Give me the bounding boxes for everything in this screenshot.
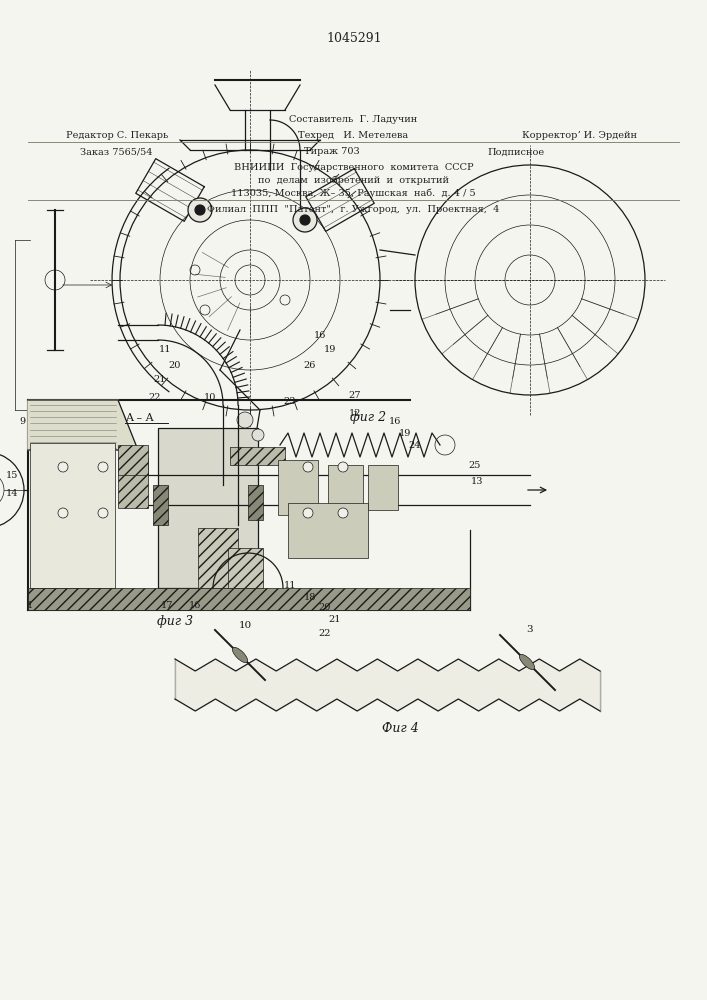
Text: по  делам  изобретений  и  открытий: по делам изобретений и открытий xyxy=(258,175,449,185)
Text: 25: 25 xyxy=(469,460,481,470)
Text: Составитель  Г. Ладучин: Составитель Г. Ладучин xyxy=(289,115,418,124)
Text: 24: 24 xyxy=(409,442,421,450)
Text: 10: 10 xyxy=(204,393,216,402)
Bar xyxy=(288,503,368,558)
Bar xyxy=(118,445,148,475)
Text: 18: 18 xyxy=(304,592,316,601)
Text: 12: 12 xyxy=(349,410,361,418)
Bar xyxy=(328,465,363,515)
Circle shape xyxy=(237,412,253,428)
Circle shape xyxy=(338,462,348,472)
Circle shape xyxy=(303,508,313,518)
Text: Техред   И. Метелева: Техред И. Метелева xyxy=(298,130,409,139)
Text: 19: 19 xyxy=(324,346,337,355)
Circle shape xyxy=(338,508,348,518)
Bar xyxy=(153,485,168,525)
Text: 19: 19 xyxy=(399,428,411,438)
Text: 22: 22 xyxy=(319,630,332,639)
Text: 21: 21 xyxy=(329,615,341,624)
Circle shape xyxy=(195,205,205,215)
Text: 20: 20 xyxy=(319,603,331,612)
Bar xyxy=(368,465,398,510)
Text: Заказ 7565/54: Заказ 7565/54 xyxy=(81,147,153,156)
Text: Филиал  ППП  "Патент",  г. Ужгород,  ул.  Проектная,  4: Филиал ППП "Патент", г. Ужгород, ул. Про… xyxy=(207,206,500,215)
Text: 27: 27 xyxy=(349,390,361,399)
Text: фиг 3: фиг 3 xyxy=(157,615,193,629)
Text: 1: 1 xyxy=(27,600,33,609)
Text: 21: 21 xyxy=(153,375,166,384)
Circle shape xyxy=(98,462,108,472)
Circle shape xyxy=(58,508,68,518)
Text: Подписное: Подписное xyxy=(488,147,544,156)
Ellipse shape xyxy=(233,647,247,663)
Text: 11: 11 xyxy=(284,580,296,589)
Polygon shape xyxy=(28,400,138,450)
Text: 23: 23 xyxy=(284,397,296,406)
Bar xyxy=(278,460,318,515)
Text: фиг 2: фиг 2 xyxy=(350,412,386,424)
Text: 20: 20 xyxy=(169,360,181,369)
Text: 16: 16 xyxy=(189,600,201,609)
Circle shape xyxy=(98,508,108,518)
Bar xyxy=(230,447,285,465)
Text: 17: 17 xyxy=(160,600,173,609)
Text: 13: 13 xyxy=(471,478,484,487)
Text: Фиг 4: Фиг 4 xyxy=(382,722,419,734)
Circle shape xyxy=(293,208,317,232)
Circle shape xyxy=(188,198,212,222)
Text: 22: 22 xyxy=(148,393,161,402)
Bar xyxy=(198,528,238,588)
Text: 113035, Москва, Ж– 35, Раушская  наб.  д. 4 / 5: 113035, Москва, Ж– 35, Раушская наб. д. … xyxy=(231,188,476,198)
Text: ВНИИПИ  Государственного  комитета  СССР: ВНИИПИ Государственного комитета СССР xyxy=(234,162,473,172)
Text: Тираж 703: Тираж 703 xyxy=(305,147,360,156)
Text: Редактор С. Пекарь: Редактор С. Пекарь xyxy=(66,130,168,139)
Bar xyxy=(248,485,263,520)
Circle shape xyxy=(300,215,310,225)
Bar xyxy=(28,588,470,610)
Ellipse shape xyxy=(520,654,534,670)
Text: 16: 16 xyxy=(314,330,326,340)
Text: A – A: A – A xyxy=(125,413,153,423)
Text: 10: 10 xyxy=(238,620,252,630)
Circle shape xyxy=(303,462,313,472)
Text: 9: 9 xyxy=(19,418,25,426)
Text: 15: 15 xyxy=(6,472,18,481)
Text: 16: 16 xyxy=(389,418,401,426)
Text: 14: 14 xyxy=(6,488,18,497)
Text: 26: 26 xyxy=(304,360,316,369)
Text: 11: 11 xyxy=(159,346,171,355)
Bar xyxy=(158,428,258,588)
Text: 1045291: 1045291 xyxy=(326,32,382,45)
Bar xyxy=(30,443,115,588)
Bar xyxy=(118,458,148,508)
Circle shape xyxy=(58,462,68,472)
Text: Корректорʼ И. Эрдейн: Корректорʼ И. Эрдейн xyxy=(522,130,637,139)
Bar xyxy=(228,548,263,588)
Circle shape xyxy=(252,429,264,441)
Text: 3: 3 xyxy=(527,626,533,635)
